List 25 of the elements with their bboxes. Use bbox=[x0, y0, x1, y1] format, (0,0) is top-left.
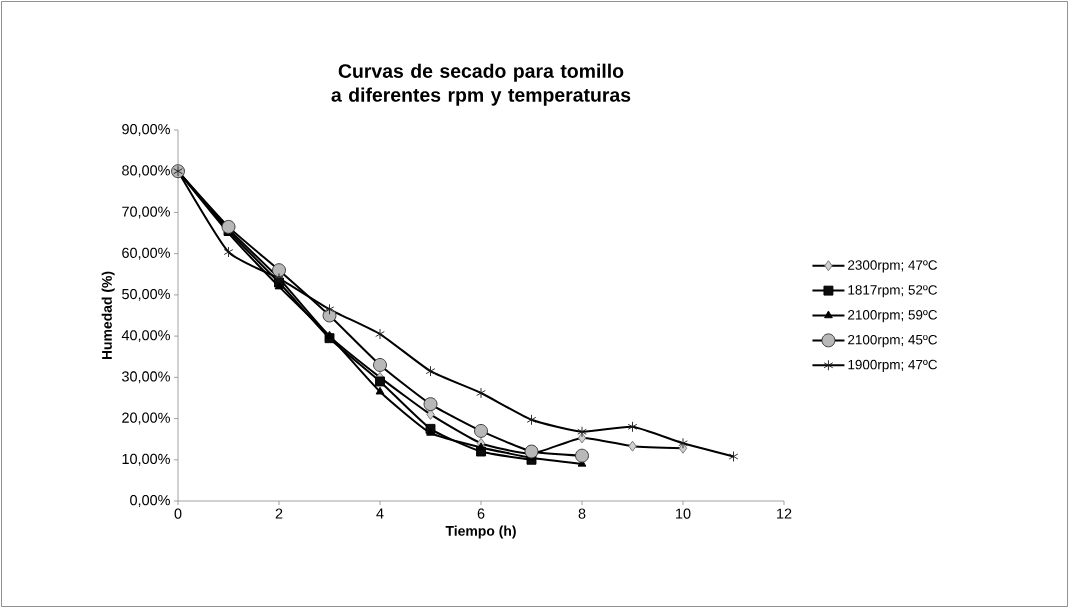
x-tick-label: 12 bbox=[777, 508, 792, 519]
y-axis-title: Humedad (%) bbox=[101, 271, 115, 360]
x-tick-label: 8 bbox=[578, 508, 586, 519]
y-tick-label: 20,00% bbox=[122, 412, 170, 425]
legend-label: 1817rpm; 52ºC bbox=[848, 285, 938, 298]
x-tick-label: 2 bbox=[275, 508, 283, 519]
y-tick-label: 90,00% bbox=[122, 124, 170, 136]
y-tick-label: 40,00% bbox=[121, 330, 170, 343]
y-tick-label: 30,00% bbox=[122, 371, 170, 384]
legend-label: 2100rpm; 45ºC bbox=[848, 334, 938, 348]
legend-label: 1900rpm; 47ºC bbox=[848, 359, 938, 373]
x-axis-title: Tiempo (h) bbox=[445, 525, 516, 539]
y-tick-label: 0,00% bbox=[130, 495, 170, 507]
legend-label: 2100rpm; 59ºC bbox=[848, 310, 938, 323]
y-tick-label: 10,00% bbox=[122, 453, 170, 466]
y-tick-label: 70,00% bbox=[122, 206, 170, 219]
chart-title: Curvas de secado para tomillo a diferentes rpm y temperaturas bbox=[331, 63, 631, 106]
x-tick-label: 0 bbox=[174, 508, 182, 519]
x-tick-label: 4 bbox=[376, 508, 384, 519]
y-tick-label: 60,00% bbox=[122, 247, 170, 260]
legend-label: 2300rpm; 47ºC bbox=[848, 260, 938, 273]
y-tick-label: 50,00% bbox=[122, 288, 170, 301]
y-tick-label: 80,00% bbox=[122, 165, 170, 178]
x-tick-label: 6 bbox=[477, 508, 485, 519]
x-tick-label: 10 bbox=[676, 508, 691, 519]
